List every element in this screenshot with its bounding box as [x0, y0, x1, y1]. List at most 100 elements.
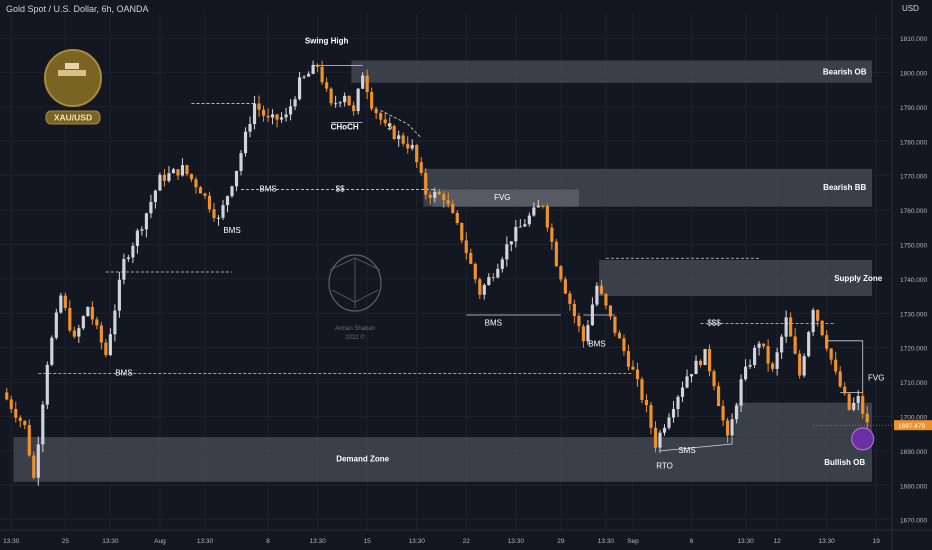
candle — [482, 283, 486, 300]
candle — [838, 366, 842, 388]
candle — [478, 277, 482, 300]
zones-layer — [13, 60, 873, 482]
candle — [469, 248, 473, 265]
price-tick-label: 1750.000 — [900, 242, 927, 249]
candle — [798, 350, 802, 379]
candle-body — [401, 135, 405, 144]
candle — [370, 87, 374, 111]
candle — [613, 316, 617, 337]
price-tick-label: 1810.000 — [900, 36, 927, 43]
candle-body — [820, 320, 824, 336]
candle-body — [505, 244, 509, 260]
candle — [320, 60, 324, 85]
candle-body — [734, 405, 739, 420]
label--: $$$ — [707, 319, 721, 328]
candle-body — [748, 365, 752, 367]
candle-body — [568, 293, 572, 304]
candle — [270, 109, 275, 125]
price-tick-label: 1710.000 — [900, 380, 927, 387]
candle — [108, 328, 112, 357]
candle — [90, 301, 94, 325]
candle-body — [347, 95, 351, 106]
candle-body — [50, 337, 54, 365]
candle — [843, 382, 847, 396]
candle-body — [455, 212, 459, 224]
label--: $ — [387, 123, 392, 132]
candle — [626, 344, 631, 371]
fvg-bracket — [826, 340, 864, 393]
candle-body — [514, 226, 518, 242]
candle-body — [478, 279, 482, 295]
candle-body — [77, 328, 81, 337]
candle-body — [834, 359, 838, 372]
candle — [171, 167, 176, 174]
candle-body — [716, 386, 721, 407]
candle — [721, 400, 725, 427]
candle — [32, 451, 36, 480]
candle-body — [392, 126, 396, 139]
candle-body — [635, 369, 640, 380]
candle — [707, 344, 712, 377]
candle — [451, 200, 455, 214]
price-tick-label: 1780.000 — [900, 139, 927, 146]
candle — [816, 309, 820, 327]
candle — [176, 169, 180, 180]
candle — [189, 173, 194, 183]
candle — [446, 192, 450, 208]
time-tick-label: 25 — [62, 538, 70, 545]
candle-body — [18, 417, 22, 421]
candle — [825, 330, 829, 352]
candle-body — [316, 64, 320, 67]
candle-body — [437, 191, 441, 195]
candle-body — [451, 203, 455, 213]
label-rto: RTO — [656, 461, 673, 470]
zone-demand-zone — [13, 437, 873, 482]
candle-body — [307, 73, 311, 77]
candle — [784, 310, 788, 343]
candle-body — [662, 427, 667, 433]
currency-label: USD — [902, 4, 919, 13]
candle — [793, 328, 797, 355]
candle-body — [424, 172, 428, 195]
candle — [410, 139, 414, 151]
candle-body — [838, 371, 842, 387]
candle-body — [595, 285, 599, 305]
time-axis[interactable]: 13:30 25 13:30 Aug 13:30 8 13:30 15 13:30 22 13:30… — [0, 529, 932, 545]
candle — [807, 330, 811, 358]
candle-body — [108, 334, 112, 356]
candle-body — [563, 279, 567, 294]
candle — [162, 168, 167, 187]
price-axis[interactable]: 1670.000 1680.000 1690.000 1700.000 1710.000… — [813, 0, 932, 550]
candle-body — [325, 82, 329, 89]
candle-body — [653, 427, 658, 448]
candle — [694, 355, 698, 375]
candle — [104, 338, 108, 358]
candle — [266, 108, 270, 122]
candle — [180, 158, 185, 177]
candle — [834, 351, 838, 375]
candle — [689, 373, 694, 383]
candle-body — [225, 196, 230, 206]
candle — [379, 111, 383, 125]
candle-body — [807, 332, 811, 357]
time-tick-label: 8 — [266, 538, 270, 545]
candle — [487, 273, 491, 286]
candle-body — [577, 316, 581, 327]
candle-body — [288, 106, 293, 115]
candle-body — [572, 303, 576, 317]
label-bearish-bb: Bearish BB — [823, 183, 866, 192]
candle — [298, 71, 302, 101]
zone-supply-zone — [599, 259, 872, 297]
candle — [347, 95, 351, 106]
candle — [41, 400, 45, 453]
candle-body — [180, 165, 185, 176]
candle — [117, 272, 121, 318]
time-tick-label: 13:30 — [508, 538, 525, 545]
candle-body — [388, 123, 392, 127]
candle — [698, 359, 703, 368]
candle — [685, 369, 689, 389]
candle-body — [617, 332, 622, 339]
annotation-labels: Swing High CHoCH $ BMS $$ BMS FVG Bearish BB Bea… — [115, 37, 884, 471]
